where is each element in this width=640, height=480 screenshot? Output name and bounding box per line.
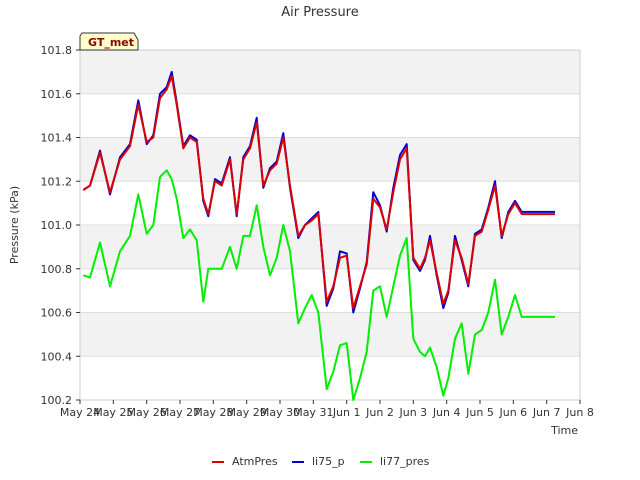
y-tick-label: 100.8 xyxy=(41,263,73,276)
site-label-box: GT_met xyxy=(79,32,139,51)
y-tick-label: 100.4 xyxy=(41,350,73,363)
legend-label: li75_p xyxy=(312,455,345,468)
x-tick-label: Jun 2 xyxy=(365,406,394,419)
y-tick-label: 101.8 xyxy=(41,44,73,57)
x-tick-label: May 26 xyxy=(127,406,167,419)
x-tick-label: Jun 1 xyxy=(332,406,361,419)
y-tick-label: 101.2 xyxy=(41,175,73,188)
background-bands xyxy=(80,50,580,357)
series-lines xyxy=(82,70,555,401)
x-tick-label: May 30 xyxy=(260,406,300,419)
series-line-AtmPres xyxy=(82,75,555,310)
x-tick-label: Jun 5 xyxy=(465,406,494,419)
y-tick-label: 100.6 xyxy=(41,307,73,320)
background-band xyxy=(80,312,580,357)
x-axis-label: Time xyxy=(550,424,578,437)
y-tick-label: 101.4 xyxy=(41,132,73,145)
background-band xyxy=(80,137,580,182)
background-band xyxy=(80,225,580,269)
legend-label: AtmPres xyxy=(232,455,278,468)
y-tick-label: 101.0 xyxy=(41,219,73,232)
y-tick-label: 100.2 xyxy=(41,394,73,407)
x-tick-label: Jun 4 xyxy=(432,406,461,419)
series-line-li77_pres xyxy=(82,169,555,401)
site-label: GT_met xyxy=(88,36,134,49)
x-tick-label: Jun 3 xyxy=(398,406,427,419)
series-line-li75_p xyxy=(82,70,555,314)
site-label-background xyxy=(79,32,139,51)
x-tick-label: May 24 xyxy=(60,406,100,419)
x-tick-label: Jun 8 xyxy=(565,406,594,419)
x-tick-label: May 27 xyxy=(160,406,200,419)
x-tick-label: May 31 xyxy=(293,406,333,419)
x-tick-label: Jun 7 xyxy=(532,406,561,419)
chart-title: Air Pressure xyxy=(281,5,359,20)
background-band xyxy=(80,50,580,94)
legend-label: li77_pres xyxy=(380,455,430,468)
x-tick-label: May 25 xyxy=(93,406,133,419)
y-axis-ticks: 100.2 100.4 100.6 100.8 101.0 101.2 101.4 101.6… xyxy=(41,44,80,407)
x-tick-label: Jun 6 xyxy=(498,406,527,419)
x-tick-label: May 29 xyxy=(227,406,267,419)
x-tick-label: May 28 xyxy=(193,406,233,419)
legend: AtmPres li75_p li77_pres xyxy=(212,455,430,468)
y-axis-label: Pressure (kPa) xyxy=(8,186,21,264)
y-tick-label: 101.6 xyxy=(41,88,73,101)
